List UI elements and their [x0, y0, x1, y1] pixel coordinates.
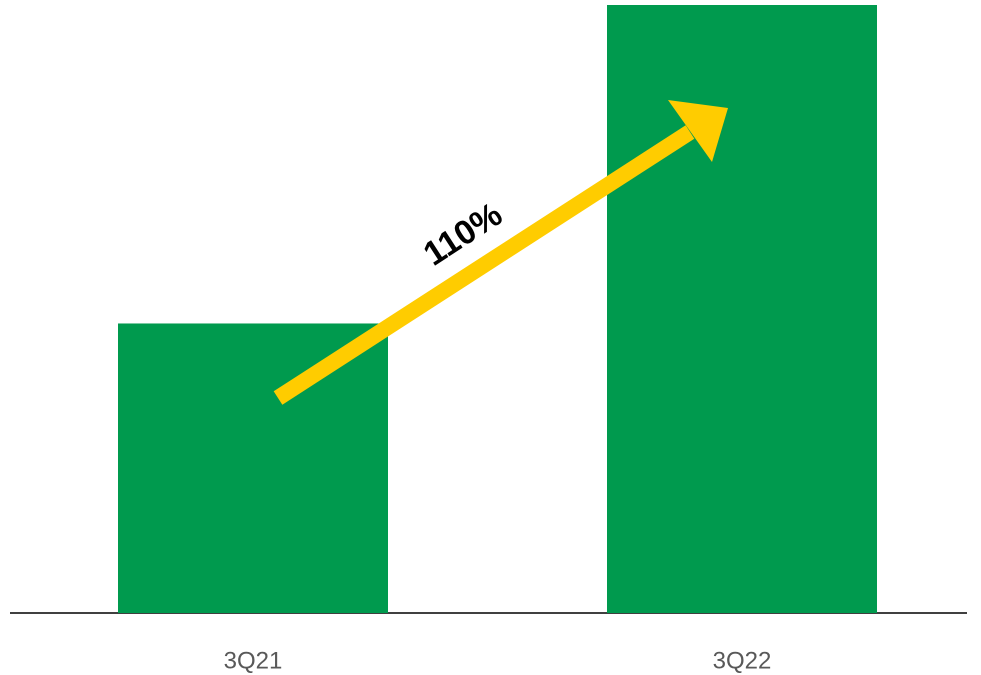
bars [118, 5, 877, 613]
x-tick-label: 3Q22 [713, 647, 772, 674]
bar [607, 5, 877, 613]
growth-arrow-shaft [273, 125, 695, 405]
growth-arrow-head [668, 100, 728, 162]
x-tick-label: 3Q21 [224, 647, 283, 674]
bar [118, 323, 388, 613]
